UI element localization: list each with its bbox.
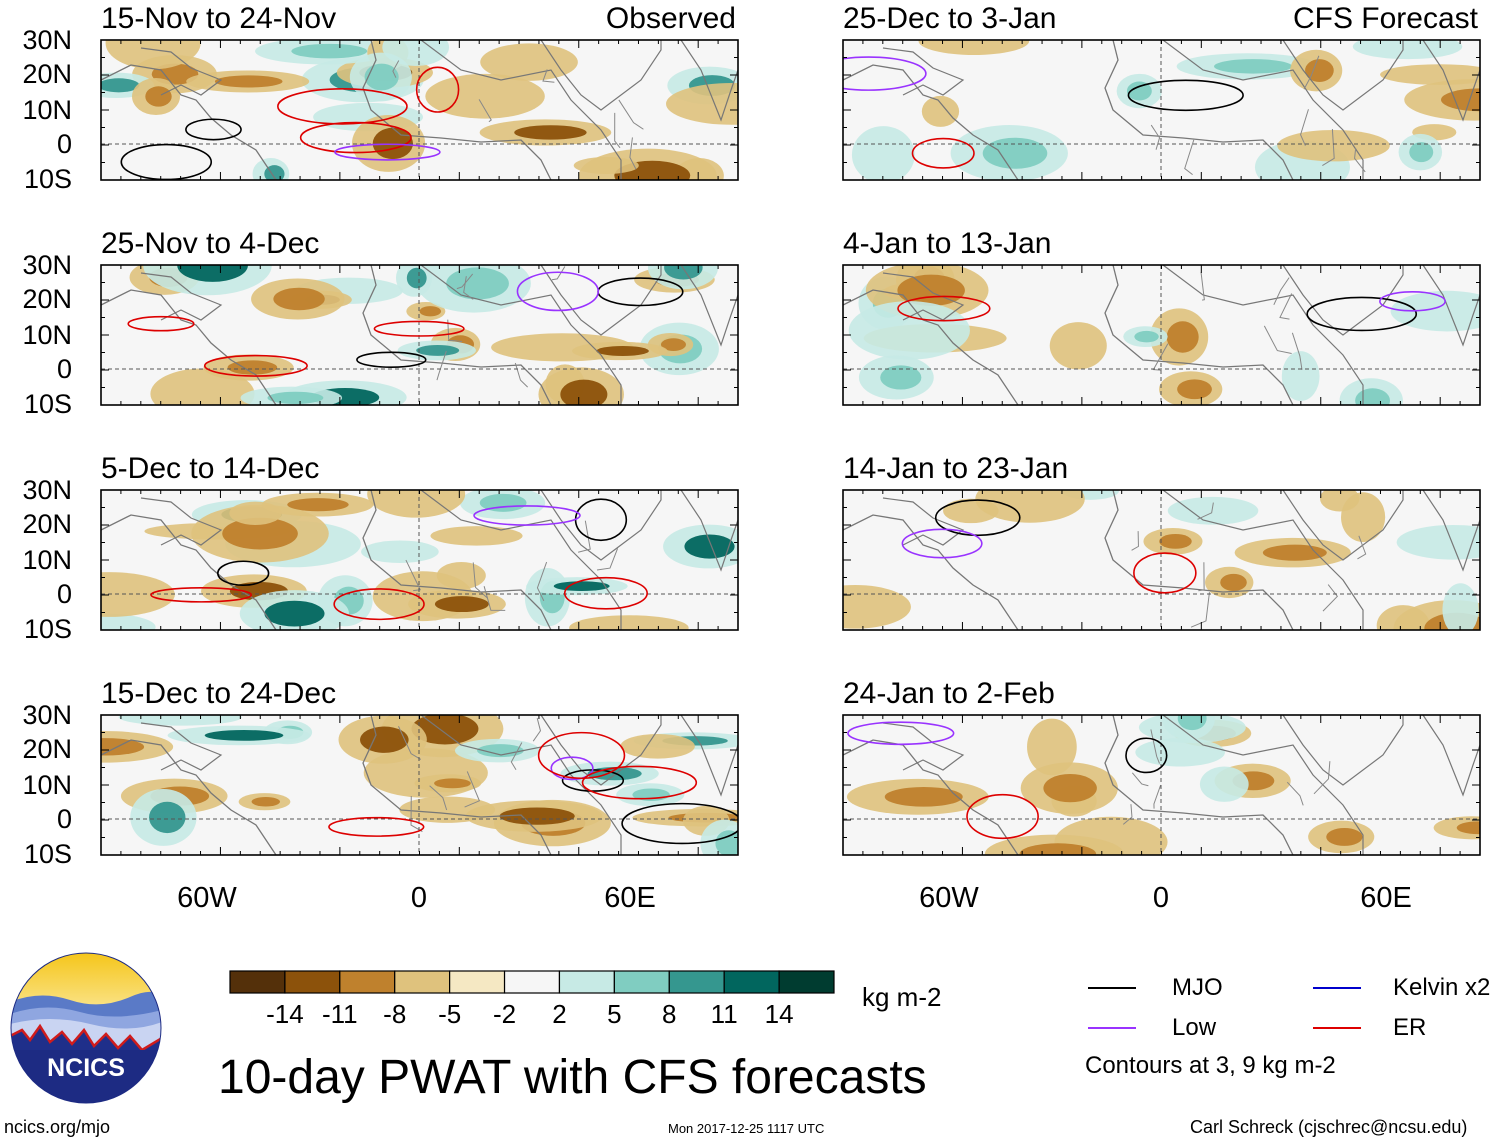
observed-map-panel xyxy=(100,714,739,856)
logo-text: NCICS xyxy=(47,1054,125,1082)
observed-map-panel xyxy=(100,264,739,406)
panel-title-obs-3: 5-Dec to 14-Dec xyxy=(101,452,320,485)
lat-label: 0 xyxy=(56,129,72,159)
ncics-logo: NCICS xyxy=(10,952,162,1104)
er-legend-line xyxy=(1313,1027,1361,1029)
colorbar-swatch xyxy=(449,970,506,994)
forecast-map-panel xyxy=(842,714,1481,856)
lat-label: 10N xyxy=(22,320,72,350)
panel-title-obs-2: 25-Nov to 4-Dec xyxy=(101,227,320,260)
lon-label-0-right: 0 xyxy=(1152,882,1170,914)
lat-label: 10N xyxy=(22,545,72,575)
colorbar-swatch xyxy=(284,970,341,994)
colorbar-tick-label: 11 xyxy=(710,999,738,1029)
panel-title-obs-4: 15-Dec to 24-Dec xyxy=(101,677,337,710)
lat-label: 10S xyxy=(23,164,72,194)
colorbar-tick-label: -14 xyxy=(266,999,304,1029)
colorbar-tick-label: 8 xyxy=(662,999,677,1029)
lat-label: 0 xyxy=(56,579,72,609)
contours-note: Contours at 3, 9 kg m-2 xyxy=(1085,1052,1336,1079)
colorbar xyxy=(229,970,835,994)
panel-title-fcst-1: 25-Dec to 3-Jan xyxy=(843,2,1057,35)
kelvin-legend-line xyxy=(1313,987,1361,989)
lat-label: 10S xyxy=(23,614,72,644)
lat-label: 20N xyxy=(22,59,72,89)
footer-url: ncics.org/mjo xyxy=(4,1117,111,1137)
forecast-map-panel xyxy=(842,264,1481,406)
panel-title-fcst-4: 24-Jan to 2-Feb xyxy=(843,677,1055,710)
lat-label: 20N xyxy=(22,509,72,539)
er-legend-label: ER xyxy=(1393,1014,1427,1041)
lat-label: 0 xyxy=(56,804,72,834)
colorbar-swatch xyxy=(229,970,286,994)
colorbar-swatch xyxy=(723,970,780,994)
colorbar-swatch xyxy=(778,970,835,994)
kelvin-legend-label: Kelvin x2 xyxy=(1393,974,1491,1001)
colorbar-swatch xyxy=(613,970,670,994)
low-legend-label: Low xyxy=(1172,1014,1217,1041)
mjo-legend-label: MJO xyxy=(1172,974,1223,1001)
lon-label-60e-right: 60E xyxy=(1360,882,1412,914)
colorbar-units: kg m-2 xyxy=(862,982,942,1012)
footer-author: Carl Schreck (cjschrec@ncsu.edu) xyxy=(1190,1117,1468,1137)
colorbar-swatch xyxy=(394,970,451,994)
lon-label-60e-left: 60E xyxy=(604,882,656,914)
lat-label: 30N xyxy=(22,475,72,505)
panel-title-fcst-3: 14-Jan to 23-Jan xyxy=(843,452,1069,485)
panel-title-obs-1: 15-Nov to 24-Nov xyxy=(101,2,337,35)
lat-label: 30N xyxy=(22,700,72,730)
forecast-map-panel xyxy=(842,39,1481,181)
forecast-map-panel xyxy=(842,489,1481,631)
lat-label: 20N xyxy=(22,734,72,764)
lat-label: 10S xyxy=(23,839,72,869)
colorbar-tick-label: 14 xyxy=(764,999,794,1029)
colorbar-tick-label: 2 xyxy=(552,999,567,1029)
lat-label: 0 xyxy=(56,354,72,384)
lat-label: 30N xyxy=(22,25,72,55)
colorbar-swatch xyxy=(668,970,725,994)
low-legend-line xyxy=(1088,1027,1136,1029)
lat-label: 20N xyxy=(22,284,72,314)
colorbar-swatch xyxy=(558,970,615,994)
colorbar-swatch xyxy=(339,970,396,994)
observed-label: Observed xyxy=(605,2,736,35)
main-title: 10-day PWAT with CFS forecasts xyxy=(218,1051,927,1104)
lon-label-60w-left: 60W xyxy=(177,882,237,914)
lat-label: 30N xyxy=(22,250,72,280)
colorbar-tick-label: -5 xyxy=(438,999,462,1029)
observed-map-panel xyxy=(100,39,739,181)
observed-map-panel xyxy=(100,489,739,631)
panel-title-fcst-2: 4-Jan to 13-Jan xyxy=(843,227,1052,260)
lat-label: 10S xyxy=(23,389,72,419)
map-panels xyxy=(100,39,1481,856)
lon-label-60w-right: 60W xyxy=(919,882,979,914)
mjo-legend-line xyxy=(1088,987,1136,989)
colorbar-tick-label: 5 xyxy=(607,999,622,1029)
colorbar-tick-label: -11 xyxy=(321,999,358,1029)
lon-label-0-left: 0 xyxy=(410,882,428,914)
lat-label: 10N xyxy=(22,95,72,125)
colorbar-tick-label: -8 xyxy=(383,999,407,1029)
cfs-forecast-label: CFS Forecast xyxy=(1292,2,1478,35)
footer-timestamp: Mon 2017-12-25 1117 UTC xyxy=(668,1121,825,1136)
colorbar-swatch xyxy=(503,970,561,994)
colorbar-tick-label: -2 xyxy=(492,999,517,1029)
lat-label: 10N xyxy=(22,770,72,800)
